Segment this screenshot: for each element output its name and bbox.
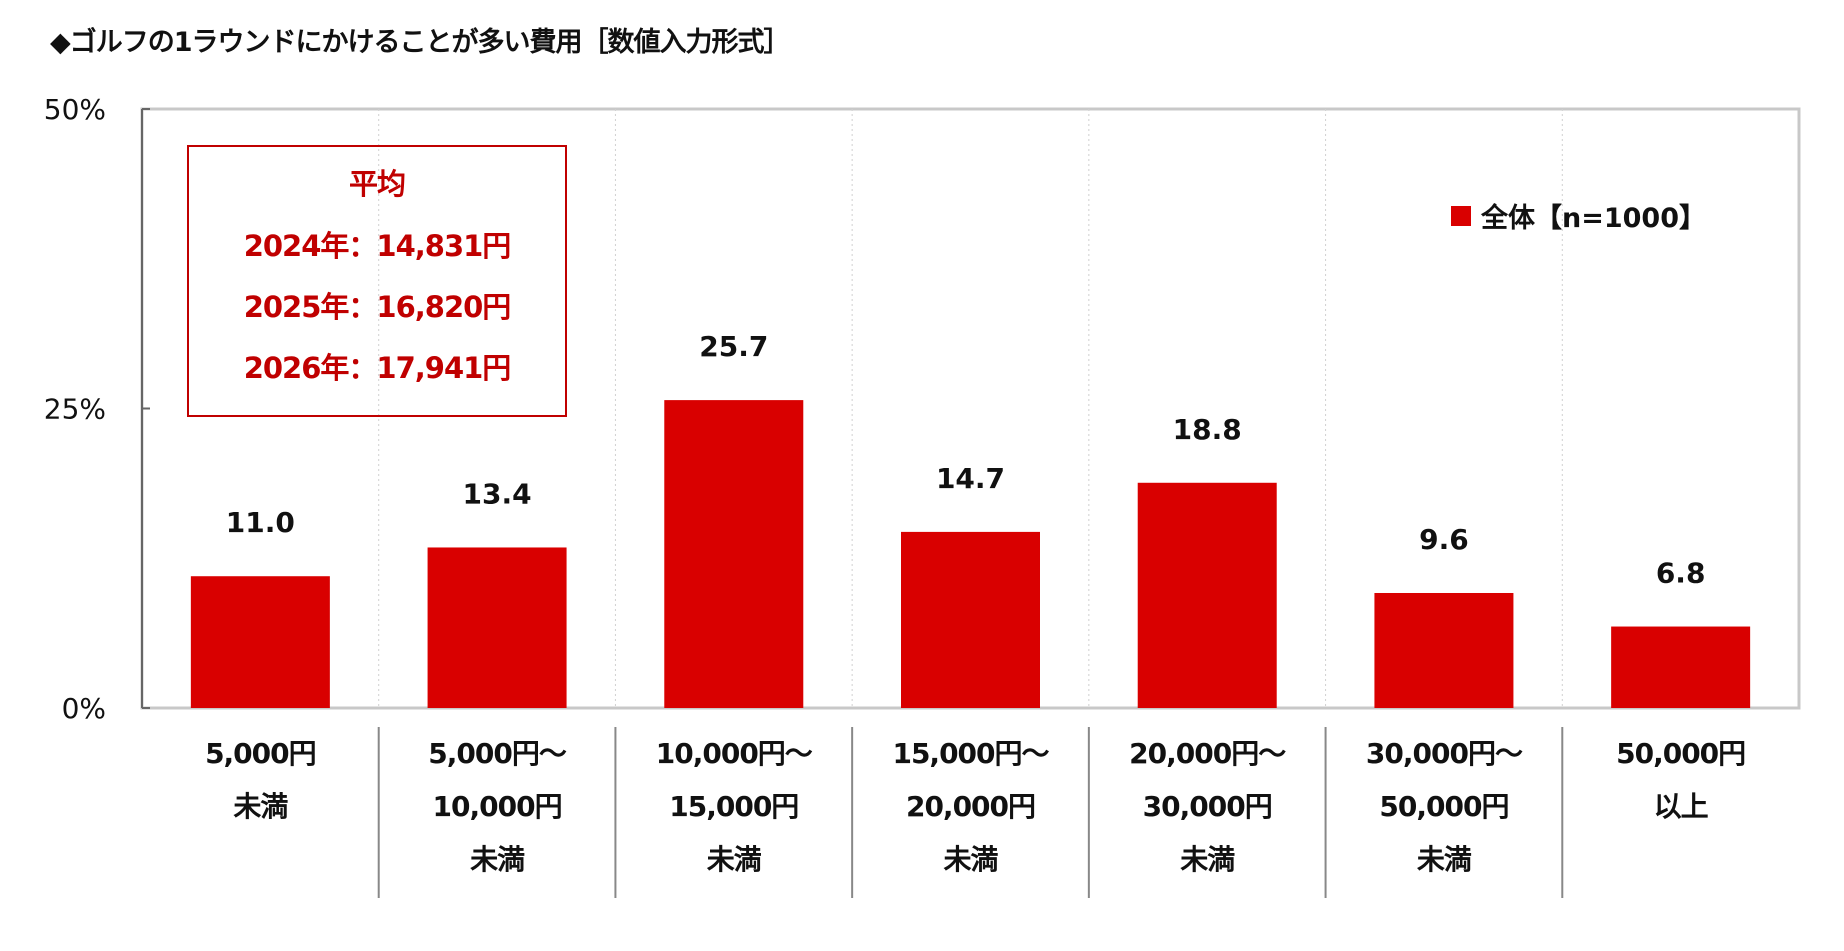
- average-annotation-box: 平均 2024年：14,831円 2025年：16,820円 2026年：17,…: [187, 145, 567, 417]
- legend: 全体【n=1000】: [1451, 196, 1706, 235]
- x-tick-label: 未満: [1417, 843, 1472, 876]
- legend-label: 全体【n=1000】: [1481, 203, 1706, 234]
- data-label: 6.8: [1656, 557, 1706, 590]
- x-tick-label: 50,000円: [1379, 790, 1508, 823]
- chart-title: ◆ゴルフの1ラウンドにかけることが多い費用［数値入力形式］: [50, 27, 791, 58]
- average-2025: 2025年：16,820円: [243, 290, 512, 324]
- x-tick-label: 以上: [1654, 790, 1709, 823]
- x-tick-label: 20,000円: [906, 790, 1035, 823]
- y-tick-label: 25%: [44, 393, 106, 426]
- bar: [1137, 482, 1277, 708]
- average-2026: 2026年：17,941円: [243, 351, 512, 385]
- x-tick-label: 5,000円: [205, 737, 316, 770]
- average-2024: 2024年：14,831円: [243, 229, 512, 263]
- data-label: 13.4: [463, 477, 532, 510]
- data-label: 18.8: [1173, 413, 1242, 446]
- data-label: 25.7: [699, 330, 768, 363]
- x-tick-label: 5,000円～: [428, 737, 567, 770]
- x-tick-label: 10,000円～: [656, 737, 813, 770]
- x-tick-label: 未満: [943, 843, 998, 876]
- data-label: 11.0: [226, 506, 295, 539]
- bar: [901, 531, 1040, 708]
- x-tick-label: 未満: [233, 790, 288, 823]
- x-tick-label: 50,000円: [1616, 737, 1745, 770]
- x-tick-label: 20,000円～: [1129, 737, 1286, 770]
- x-tick-label: 10,000円: [433, 790, 562, 823]
- x-tick-label: 30,000円: [1143, 790, 1272, 823]
- bar: [1611, 626, 1751, 708]
- bar: [664, 400, 804, 708]
- x-tick-label: 15,000円～: [892, 737, 1049, 770]
- average-heading: 平均: [348, 167, 406, 201]
- data-label: 9.6: [1419, 523, 1469, 556]
- bar: [427, 547, 567, 708]
- bar: [1374, 592, 1514, 708]
- legend-swatch: [1451, 205, 1471, 226]
- x-tick-label: 30,000円～: [1366, 737, 1523, 770]
- x-tick-label: 15,000円: [669, 790, 798, 823]
- x-tick-label: 未満: [1180, 843, 1235, 876]
- x-tick-label: 未満: [707, 843, 762, 876]
- data-label: 14.7: [936, 462, 1005, 495]
- bar: [190, 576, 330, 708]
- x-tick-label: 未満: [470, 843, 525, 876]
- y-tick-label: 0%: [62, 692, 106, 725]
- y-tick-label: 50%: [44, 93, 106, 126]
